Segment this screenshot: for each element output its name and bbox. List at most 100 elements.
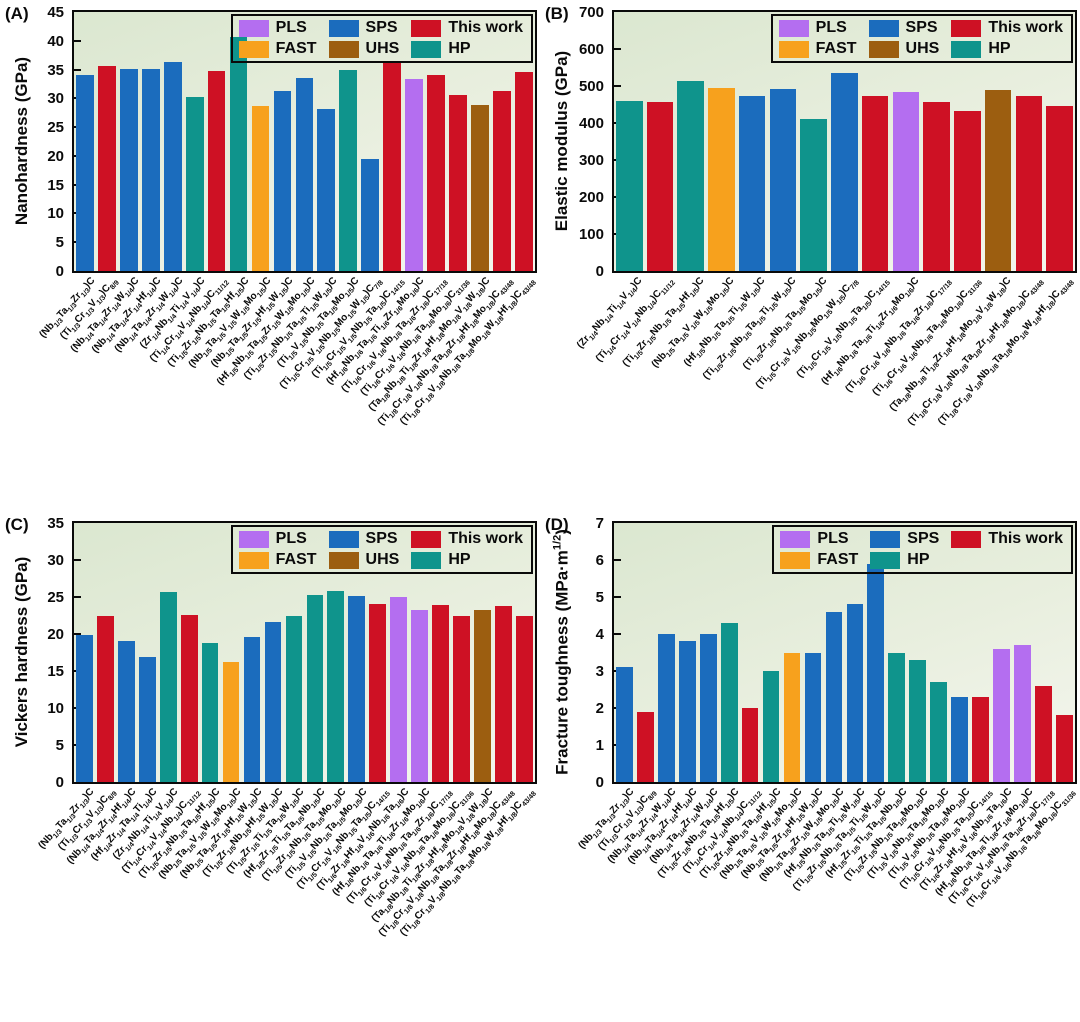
bar-c-20 bbox=[474, 609, 491, 782]
bar-b-4 bbox=[708, 87, 735, 271]
y-tick-label: 45 bbox=[47, 4, 64, 21]
bar-d-10 bbox=[804, 652, 822, 782]
bar-c-18 bbox=[432, 605, 449, 782]
bar-b-5 bbox=[738, 95, 766, 271]
bar-a-16 bbox=[405, 79, 424, 271]
y-tick-label: 1 bbox=[595, 737, 604, 754]
bar-b-8 bbox=[831, 72, 858, 271]
y-tick-mark bbox=[614, 85, 621, 87]
legend-item-sps: SPS bbox=[870, 530, 939, 548]
bar-b-11 bbox=[923, 101, 950, 271]
bar-c-2 bbox=[96, 615, 114, 782]
bar-a-8 bbox=[229, 37, 248, 271]
legend-swatch-icon bbox=[411, 530, 442, 548]
y-tick-label: 2 bbox=[595, 700, 604, 717]
bar-d-3 bbox=[657, 634, 675, 782]
legend-item-hp: HP bbox=[951, 40, 1063, 58]
plot-area: PLS SPS This work FAST UHS HP bbox=[612, 10, 1077, 273]
bar-c-14 bbox=[348, 596, 366, 782]
legend-label: This work bbox=[988, 530, 1063, 547]
y-tick-mark bbox=[74, 559, 81, 561]
bar-a-5 bbox=[163, 62, 182, 271]
bar-d-17 bbox=[951, 696, 969, 782]
bar-d-6 bbox=[720, 622, 738, 782]
bar-a-11 bbox=[295, 78, 314, 271]
legend-label: PLS bbox=[275, 530, 307, 547]
bar-d-22 bbox=[1056, 715, 1073, 782]
legend-item-fast: FAST bbox=[238, 40, 317, 58]
y-tick-label: 300 bbox=[578, 152, 604, 169]
y-tick-label: 0 bbox=[595, 263, 604, 280]
legend-swatch-icon bbox=[411, 40, 442, 58]
bar-c-10 bbox=[264, 622, 282, 782]
bar-a-19 bbox=[471, 104, 489, 271]
bar-c-3 bbox=[117, 641, 135, 782]
legend-label: SPS bbox=[365, 19, 398, 36]
plot-area: PLS SPS This work FAST UHS HP bbox=[72, 10, 537, 273]
legend-item-hp: HP bbox=[411, 40, 523, 58]
bar-c-17 bbox=[411, 610, 429, 782]
legend-label: FAST bbox=[275, 551, 317, 568]
legend-label: This work bbox=[448, 19, 523, 36]
bar-c-6 bbox=[180, 614, 198, 782]
legend-label: HP bbox=[988, 40, 1011, 57]
y-tick-label: 10 bbox=[47, 205, 64, 223]
y-tick-label: 0 bbox=[55, 774, 64, 791]
bar-d-15 bbox=[909, 659, 927, 782]
legend-swatch-icon bbox=[951, 530, 982, 548]
bar-b-3 bbox=[677, 81, 704, 271]
bar-b-9 bbox=[861, 96, 889, 271]
legend-swatch-icon bbox=[238, 530, 269, 548]
legend-item-sps: SPS bbox=[328, 530, 400, 548]
bar-b-1 bbox=[616, 100, 643, 271]
legend-label: This work bbox=[448, 530, 523, 547]
y-tick-label: 100 bbox=[578, 226, 604, 243]
bar-c-22 bbox=[516, 615, 533, 782]
bar-d-16 bbox=[930, 682, 948, 782]
legend-swatch-icon bbox=[870, 551, 901, 569]
bar-b-10 bbox=[892, 92, 920, 271]
legend-item-sps: SPS bbox=[868, 19, 940, 37]
bar-d-2 bbox=[636, 711, 654, 782]
y-tick-label: 15 bbox=[47, 176, 64, 194]
legend-label: UHS bbox=[365, 40, 400, 57]
panel-letter: (A) bbox=[5, 4, 29, 23]
bar-c-15 bbox=[369, 603, 387, 782]
legend-swatch-icon bbox=[238, 551, 269, 569]
panel-letter: (C) bbox=[5, 515, 29, 534]
bar-a-17 bbox=[427, 74, 445, 271]
legend-swatch-icon bbox=[328, 40, 359, 58]
legend-label: HP bbox=[448, 551, 471, 568]
y-tick-label: 3 bbox=[595, 663, 604, 680]
y-tick-label: 600 bbox=[578, 41, 604, 58]
bar-c-4 bbox=[138, 656, 156, 782]
bar-a-15 bbox=[383, 63, 402, 271]
legend-swatch-icon bbox=[951, 40, 982, 58]
bar-a-4 bbox=[141, 68, 160, 271]
bar-d-11 bbox=[825, 611, 843, 782]
legend-item-uhs: UHS bbox=[328, 40, 400, 58]
legend-swatch-icon bbox=[778, 19, 809, 37]
bar-d-7 bbox=[741, 708, 759, 782]
bar-d-5 bbox=[699, 634, 717, 782]
bar-a-12 bbox=[317, 108, 336, 271]
legend-item-hp: HP bbox=[870, 551, 939, 569]
legend-label: FAST bbox=[817, 551, 859, 568]
legend-item-fast: FAST bbox=[238, 551, 317, 569]
y-tick-label: 0 bbox=[55, 263, 64, 280]
legend-swatch-icon bbox=[868, 19, 899, 37]
legend-label: SPS bbox=[907, 530, 940, 547]
legend: PLS SPS This work FAST UHS HP bbox=[230, 525, 533, 574]
legend-swatch-icon bbox=[328, 530, 359, 548]
legend-label: HP bbox=[448, 40, 471, 57]
bar-d-14 bbox=[888, 652, 906, 782]
panel-vickers-hardness: (C) Vickers hardness (GPa) PLS SPS This wo… bbox=[0, 511, 540, 1022]
y-axis-title: Vickers hardness (GPa) bbox=[12, 556, 31, 748]
bar-a-3 bbox=[119, 68, 138, 271]
bar-d-9 bbox=[783, 652, 801, 782]
legend-label: SPS bbox=[365, 530, 398, 547]
legend-swatch-icon bbox=[870, 530, 901, 548]
bar-a-18 bbox=[449, 94, 467, 271]
legend: PLS SPS This work FAST UHS HP bbox=[770, 14, 1073, 63]
legend-label: PLS bbox=[275, 19, 307, 36]
